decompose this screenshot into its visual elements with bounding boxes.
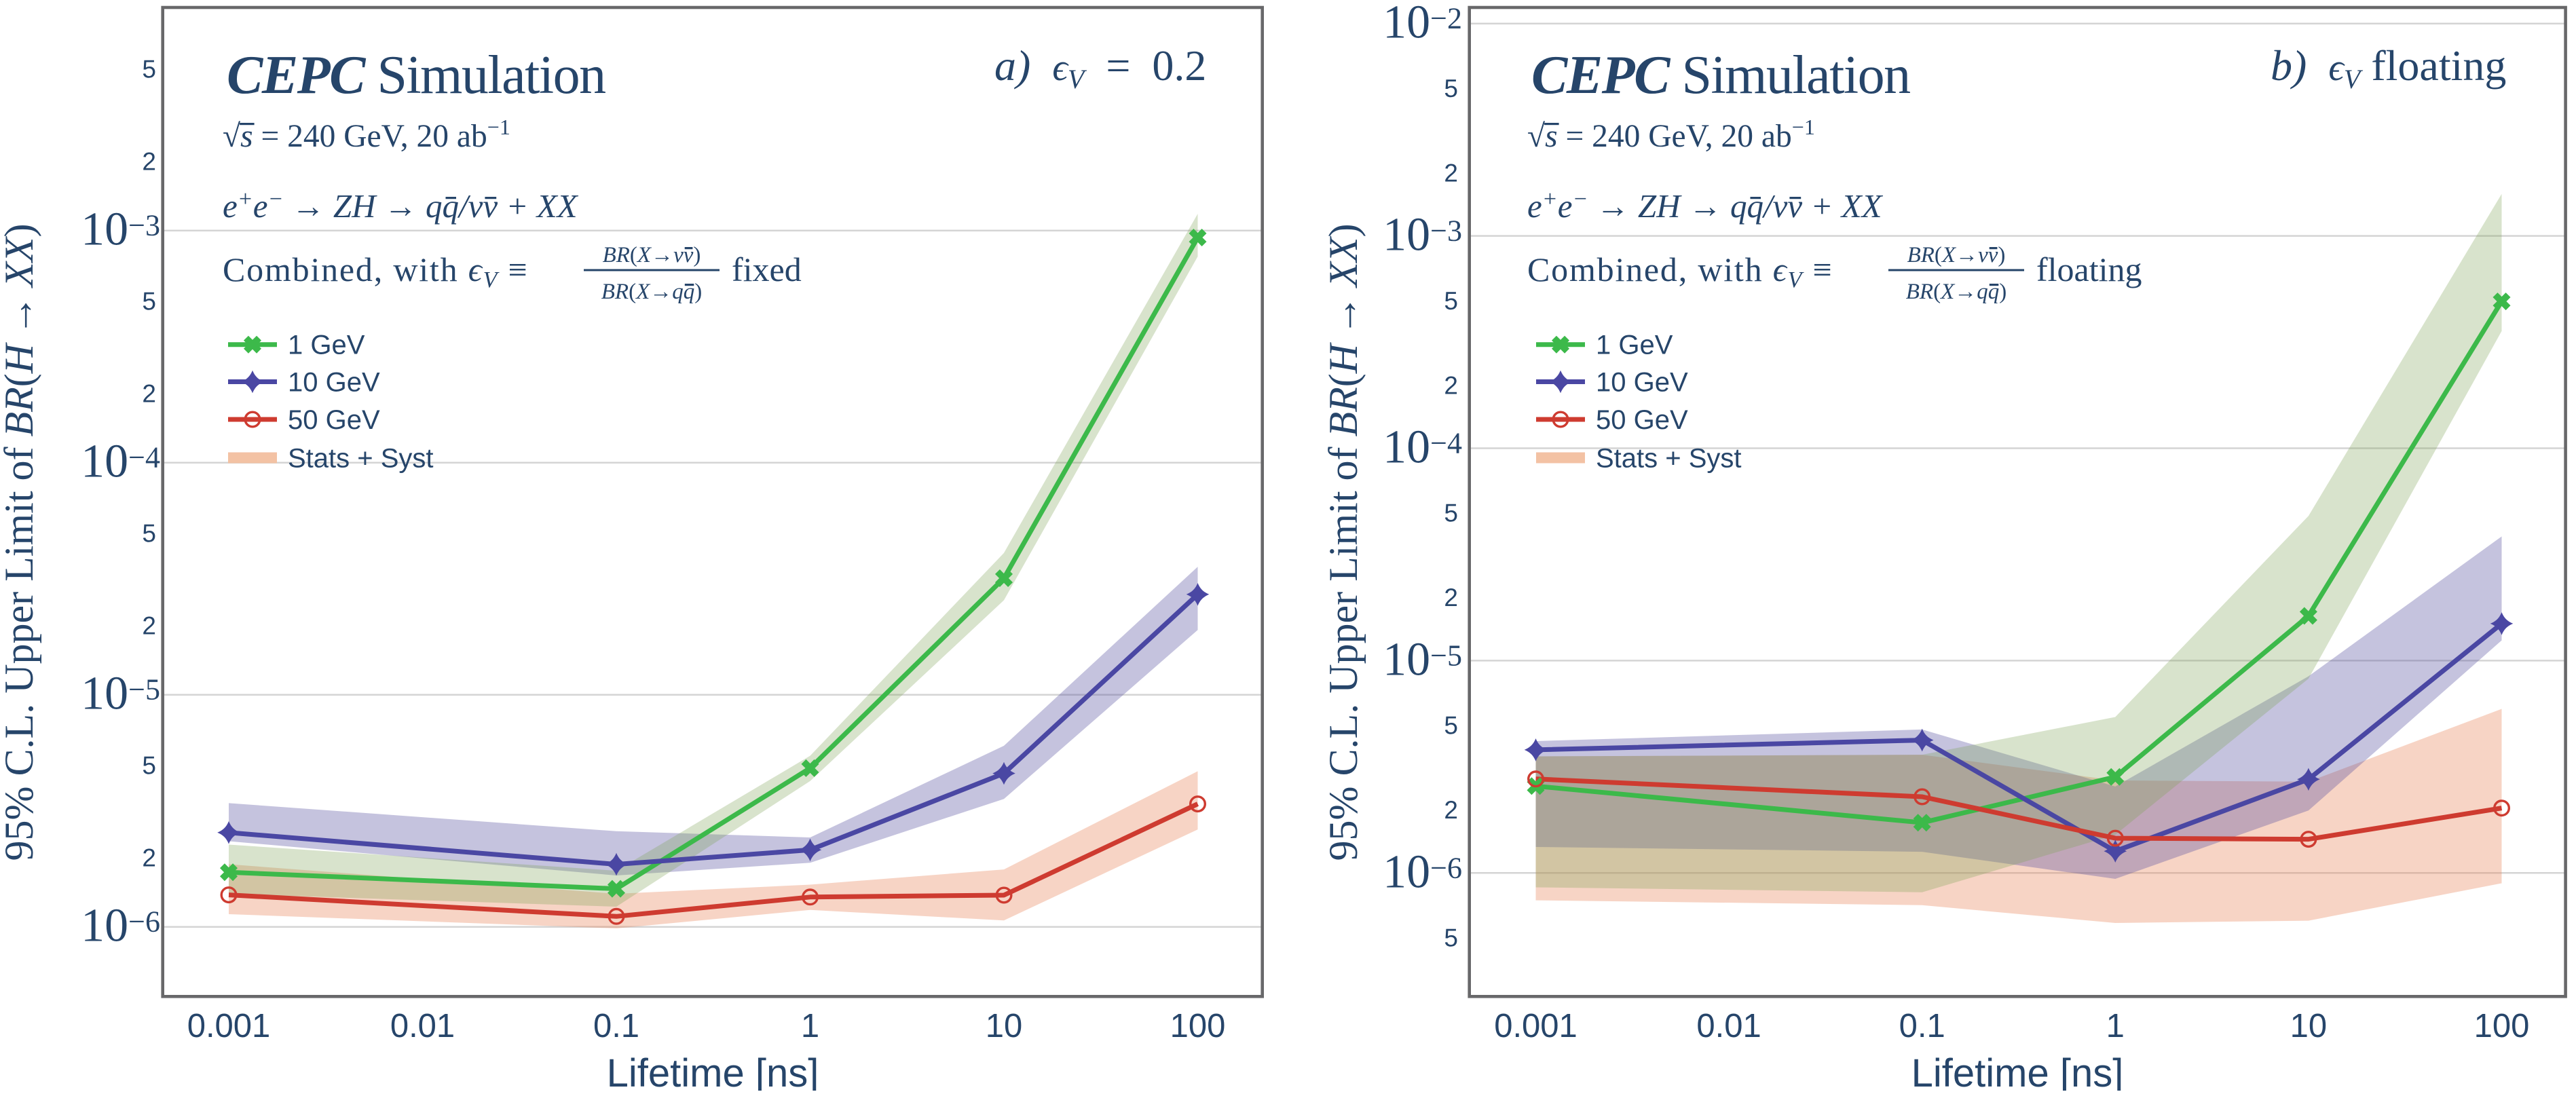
svg-text:1: 1 [2106,1008,2125,1044]
svg-text:100: 100 [1170,1008,1226,1044]
svg-text:5: 5 [1444,287,1458,315]
svg-text:2: 2 [142,844,156,872]
svg-text:BR(X→qq): BR(X→qq) [1906,280,2007,304]
svg-text:5: 5 [1444,75,1458,102]
svg-text:0.01: 0.01 [1696,1008,1761,1044]
svg-text:0.001: 0.001 [187,1008,271,1044]
svg-text:10: 10 [2290,1008,2328,1044]
svg-text:10: 10 [986,1008,1023,1044]
svg-text:1 GeV: 1 GeV [1596,331,1673,360]
svg-text:Combined, with ϵV ≡: Combined, with ϵV ≡ [223,250,529,293]
svg-text:5: 5 [142,288,156,316]
svg-text:5: 5 [142,56,156,83]
svg-text:5: 5 [1444,712,1458,740]
svg-text:Combined, with ϵV ≡: Combined, with ϵV ≡ [1527,250,1833,293]
svg-text:b) ϵV floating: b) ϵV floating [2271,41,2506,94]
svg-text:Lifetime [ns]: Lifetime [ns] [607,1051,819,1091]
svg-text:5: 5 [1444,924,1458,952]
svg-text:95% C.L. Upper Limit of BR(H →: 95% C.L. Upper Limit of BR(H → XX) [1321,224,1366,861]
svg-text:50 GeV: 50 GeV [288,405,380,435]
svg-text:2: 2 [142,148,156,176]
svg-text:0.1: 0.1 [593,1008,639,1044]
svg-text:Stats + Syst: Stats + Syst [1596,444,1742,474]
svg-text:2: 2 [1444,371,1458,399]
svg-text:2: 2 [1444,584,1458,611]
svg-text:2: 2 [1444,796,1458,824]
svg-text:2: 2 [142,612,156,640]
svg-text:0.001: 0.001 [1494,1008,1578,1044]
svg-text:2: 2 [142,380,156,408]
svg-text:fixed: fixed [732,250,802,288]
svg-text:BR(X→νν): BR(X→νν) [1907,243,2006,267]
svg-text:5: 5 [142,752,156,780]
svg-text:CEPC Simulation: CEPC Simulation [227,45,605,105]
svg-text:10 GeV: 10 GeV [288,368,380,398]
svg-text:100: 100 [2474,1008,2530,1044]
svg-text:BR(X→νν): BR(X→νν) [603,243,701,267]
svg-text:floating: floating [2036,250,2142,288]
svg-text:BR(X→qq): BR(X→qq) [601,280,703,304]
svg-text:CEPC Simulation: CEPC Simulation [1531,45,1910,105]
svg-text:√s = 240 GeV, 20 ab−1: √s = 240 GeV, 20 ab−1 [223,115,510,154]
svg-text:Lifetime [ns]: Lifetime [ns] [1911,1051,2124,1091]
svg-text:Stats + Syst: Stats + Syst [288,444,434,474]
svg-text:a) ϵV = 0.2: a) ϵV = 0.2 [994,41,1206,94]
svg-text:5: 5 [1444,499,1458,527]
svg-text:1 GeV: 1 GeV [288,331,365,360]
svg-text:95% C.L. Upper Limit of BR(H →: 95% C.L. Upper Limit of BR(H → XX) [0,224,41,861]
svg-text:0.1: 0.1 [1899,1008,1945,1044]
svg-text:√s = 240 GeV, 20 ab−1: √s = 240 GeV, 20 ab−1 [1527,115,1815,154]
svg-text:5: 5 [142,520,156,548]
svg-text:2: 2 [1444,159,1458,187]
svg-text:50 GeV: 50 GeV [1596,405,1688,435]
svg-text:1: 1 [801,1008,819,1044]
svg-text:10 GeV: 10 GeV [1596,368,1688,398]
svg-text:0.01: 0.01 [390,1008,455,1044]
